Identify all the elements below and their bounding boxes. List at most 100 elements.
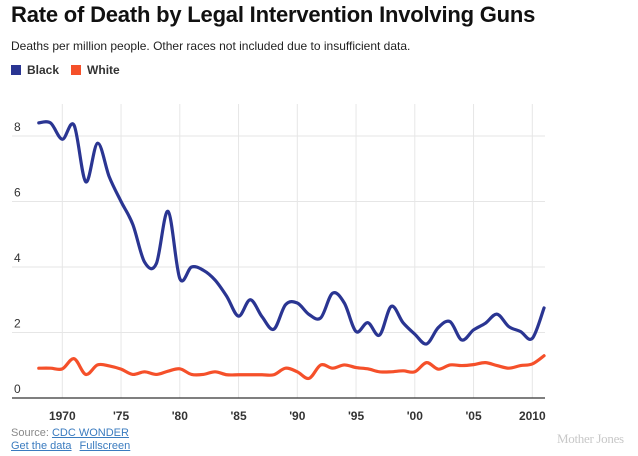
data-point-black[interactable] xyxy=(376,331,384,339)
get-data-link[interactable]: Get the data xyxy=(11,440,72,452)
data-point-black[interactable] xyxy=(270,325,278,333)
data-point-black[interactable] xyxy=(258,313,266,321)
data-point-black[interactable] xyxy=(540,304,548,312)
data-point-white[interactable] xyxy=(387,368,395,376)
data-point-black[interactable] xyxy=(188,263,196,271)
series-line-white[interactable] xyxy=(37,354,546,381)
data-point-black[interactable] xyxy=(305,310,313,318)
data-point-black[interactable] xyxy=(246,296,254,304)
data-point-black[interactable] xyxy=(340,299,348,307)
data-point-black[interactable] xyxy=(176,274,184,282)
data-point-black[interactable] xyxy=(129,220,137,228)
data-point-black[interactable] xyxy=(387,302,395,310)
data-point-black[interactable] xyxy=(235,312,243,320)
data-point-black[interactable] xyxy=(70,121,78,129)
data-point-white[interactable] xyxy=(352,364,360,372)
source-link[interactable]: CDC WONDER xyxy=(51,427,129,439)
legend-item-black[interactable]: Black xyxy=(11,63,59,77)
data-point-black[interactable] xyxy=(481,319,489,327)
data-point-black[interactable] xyxy=(293,299,301,307)
data-point-white[interactable] xyxy=(376,368,384,376)
data-point-black[interactable] xyxy=(434,324,442,332)
data-point-black[interactable] xyxy=(141,258,149,266)
data-point-black[interactable] xyxy=(105,173,113,181)
data-point-white[interactable] xyxy=(258,371,266,379)
data-point-white[interactable] xyxy=(211,368,219,376)
data-point-black[interactable] xyxy=(35,119,43,127)
data-point-black[interactable] xyxy=(458,336,466,344)
data-point-white[interactable] xyxy=(235,371,243,379)
data-point-white[interactable] xyxy=(446,361,454,369)
data-point-black[interactable] xyxy=(152,260,160,268)
data-point-white[interactable] xyxy=(528,360,536,368)
x-tick-label: '80 xyxy=(172,409,189,423)
data-point-white[interactable] xyxy=(470,361,478,369)
data-point-white[interactable] xyxy=(35,364,43,372)
fullscreen-link[interactable]: Fullscreen xyxy=(79,440,131,452)
data-point-black[interactable] xyxy=(517,328,525,336)
data-point-black[interactable] xyxy=(199,266,207,274)
data-point-black[interactable] xyxy=(446,318,454,326)
data-point-white[interactable] xyxy=(176,365,184,373)
data-point-white[interactable] xyxy=(517,362,525,370)
legend: Black White xyxy=(11,63,132,77)
data-point-black[interactable] xyxy=(329,289,337,297)
data-point-black[interactable] xyxy=(505,323,513,331)
data-point-white[interactable] xyxy=(82,370,90,378)
data-point-white[interactable] xyxy=(117,365,125,373)
legend-label-white: White xyxy=(87,63,120,77)
data-point-white[interactable] xyxy=(434,365,442,373)
data-point-white[interactable] xyxy=(540,352,548,360)
data-point-white[interactable] xyxy=(340,361,348,369)
data-point-black[interactable] xyxy=(352,328,360,336)
data-point-white[interactable] xyxy=(458,362,466,370)
data-point-white[interactable] xyxy=(305,374,313,382)
data-point-black[interactable] xyxy=(423,340,431,348)
data-point-white[interactable] xyxy=(481,359,489,367)
data-point-white[interactable] xyxy=(364,365,372,373)
data-point-white[interactable] xyxy=(58,365,66,373)
series-line-black[interactable] xyxy=(37,120,546,346)
x-tick-label: '85 xyxy=(230,409,247,423)
data-point-white[interactable] xyxy=(152,370,160,378)
data-point-white[interactable] xyxy=(505,364,513,372)
data-point-white[interactable] xyxy=(94,361,102,369)
data-point-black[interactable] xyxy=(82,178,90,186)
data-point-black[interactable] xyxy=(399,319,407,327)
data-point-white[interactable] xyxy=(164,367,172,375)
data-point-white[interactable] xyxy=(293,368,301,376)
data-point-white[interactable] xyxy=(141,368,149,376)
data-point-white[interactable] xyxy=(411,368,419,376)
data-point-black[interactable] xyxy=(164,207,172,215)
data-point-white[interactable] xyxy=(493,362,501,370)
data-point-black[interactable] xyxy=(117,198,125,206)
data-point-white[interactable] xyxy=(129,370,137,378)
data-point-white[interactable] xyxy=(329,364,337,372)
data-point-black[interactable] xyxy=(47,119,55,127)
data-point-white[interactable] xyxy=(199,370,207,378)
data-point-white[interactable] xyxy=(188,370,196,378)
data-point-black[interactable] xyxy=(364,319,372,327)
data-point-black[interactable] xyxy=(317,314,325,322)
data-point-black[interactable] xyxy=(211,276,219,284)
data-point-black[interactable] xyxy=(223,292,231,300)
data-point-white[interactable] xyxy=(399,367,407,375)
data-point-white[interactable] xyxy=(317,361,325,369)
data-point-black[interactable] xyxy=(58,135,66,143)
data-point-white[interactable] xyxy=(246,371,254,379)
data-point-black[interactable] xyxy=(411,330,419,338)
x-tick-label: '00 xyxy=(407,409,424,423)
data-point-black[interactable] xyxy=(493,310,501,318)
data-point-white[interactable] xyxy=(47,364,55,372)
data-point-white[interactable] xyxy=(282,364,290,372)
legend-item-white[interactable]: White xyxy=(71,63,120,77)
data-point-white[interactable] xyxy=(105,362,113,370)
data-point-white[interactable] xyxy=(70,355,78,363)
data-point-black[interactable] xyxy=(282,301,290,309)
data-point-white[interactable] xyxy=(223,371,231,379)
data-point-black[interactable] xyxy=(470,326,478,334)
data-point-white[interactable] xyxy=(270,371,278,379)
data-point-black[interactable] xyxy=(528,334,536,342)
data-point-black[interactable] xyxy=(94,139,102,147)
data-point-white[interactable] xyxy=(423,359,431,367)
